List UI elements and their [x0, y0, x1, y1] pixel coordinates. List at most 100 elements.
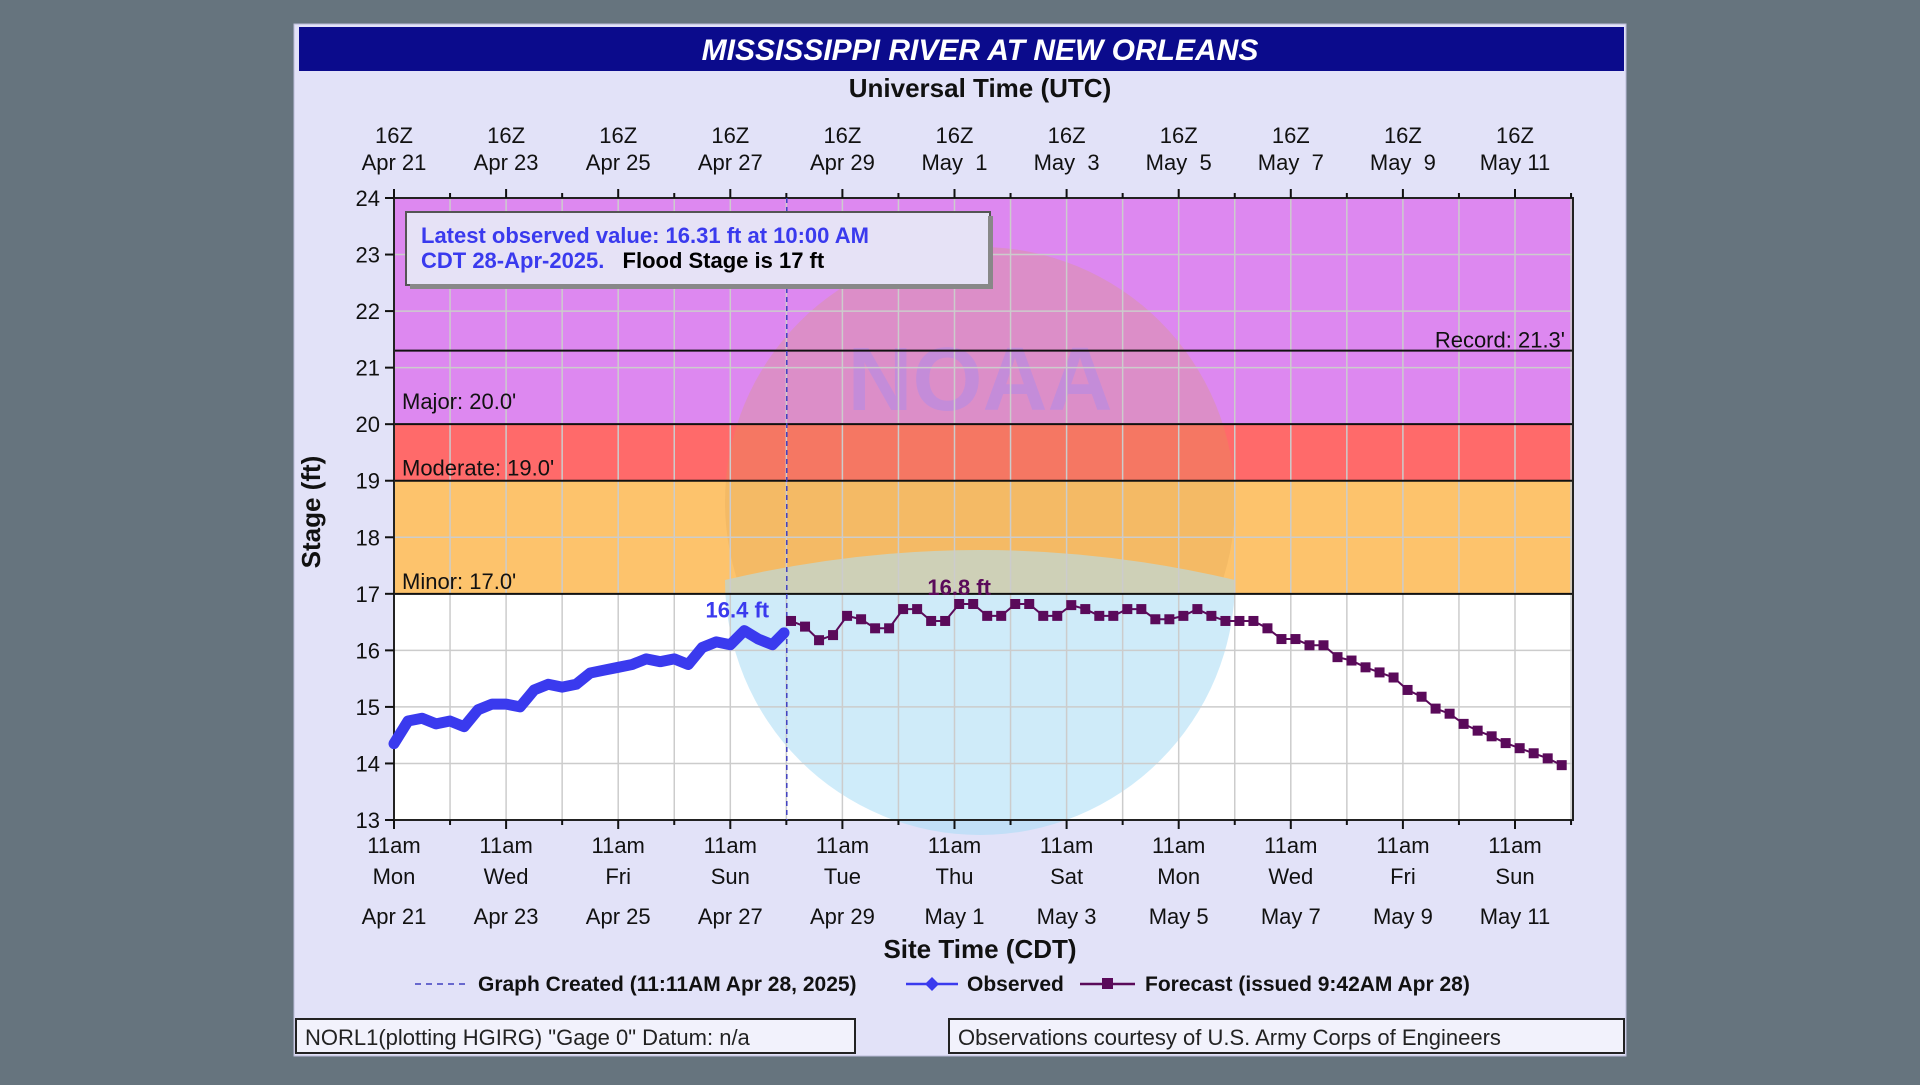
y-tick-label: 22: [356, 299, 380, 324]
x-tick-date: May 5: [1149, 904, 1209, 929]
forecast-point: [1066, 600, 1077, 611]
forecast-point: [898, 604, 909, 615]
top-tick-date: May 11: [1480, 150, 1551, 175]
forecast-point: [1332, 652, 1343, 663]
forecast-point: [1178, 610, 1189, 621]
series: [388, 598, 1567, 771]
forecast-point: [1514, 743, 1525, 754]
x-tick-day: Tue: [824, 864, 861, 889]
legend-created-label: Graph Created (11:11AM Apr 28, 2025): [478, 973, 857, 996]
top-tick-date: Apr 29: [810, 150, 875, 175]
x-tick-time: 11am: [928, 833, 981, 858]
top-tick-time: 16Z: [1048, 123, 1086, 148]
top-tick-time: 16Z: [375, 123, 413, 148]
peak-label: 16.8 ft: [927, 575, 991, 600]
observed-point: [459, 721, 470, 732]
x-tick-date: Apr 29: [810, 904, 875, 929]
forecast-point: [814, 635, 825, 646]
x-tick-day: Fri: [1390, 864, 1416, 889]
forecast-point: [940, 615, 951, 626]
top-tick-time: 16Z: [1160, 123, 1198, 148]
observed-point: [753, 634, 764, 645]
forecast-point: [1108, 610, 1119, 621]
moderate-band: [394, 424, 1573, 481]
top-tick-time: 16Z: [487, 123, 525, 148]
noaa-watermark: NOAA: [725, 247, 1235, 835]
flood-stage-text: Flood Stage is 17 ft: [623, 248, 825, 273]
forecast-point: [1486, 731, 1497, 742]
x-tick-day: Sat: [1050, 864, 1083, 889]
footer-left: NORL1(plotting HGIRG) "Gage 0" Datum: n/…: [295, 1018, 856, 1054]
x-tick-date: May 11: [1480, 904, 1551, 929]
y-tick-label: 17: [356, 582, 380, 607]
y-tick-label: 18: [356, 525, 380, 550]
x-tick-time: 11am: [1152, 833, 1205, 858]
x-tick-day: Fri: [605, 864, 631, 889]
top-tick-date: May 9: [1370, 150, 1436, 175]
forecast-point: [828, 630, 839, 641]
observed-point: [389, 738, 399, 749]
top-tick-time: 16Z: [711, 123, 749, 148]
legend-observed-marker: [925, 977, 939, 991]
forecast-point: [1150, 614, 1161, 625]
forecast-point: [870, 623, 881, 634]
x-tick-date: Apr 21: [362, 904, 427, 929]
forecast-point: [1192, 604, 1203, 615]
latest-observed-line1: Latest observed value: 16.31 ft at 10:00…: [421, 223, 869, 248]
legend-forecast-label: Forecast (issued 9:42AM Apr 28): [1145, 973, 1470, 996]
footer-right-text: Observations courtesy of U.S. Army Corps…: [958, 1025, 1501, 1050]
legend: Graph Created (11:11AM Apr 28, 2025) Obs…: [415, 973, 1470, 996]
footer-left-text: NORL1(plotting HGIRG) "Gage 0" Datum: n/…: [305, 1025, 751, 1050]
y-tick-label: 24: [356, 186, 380, 211]
top-tick-date: May 1: [921, 150, 987, 175]
forecast-point: [968, 598, 979, 609]
forecast-point: [912, 604, 923, 615]
flood-category-lines: Record: 21.3' Major: 20.0' Moderate: 19.0'…: [394, 328, 1573, 595]
forecast-point: [842, 610, 853, 621]
observed-point: [683, 659, 694, 670]
top-tick-date: Apr 21: [362, 150, 427, 175]
forecast-point: [1080, 604, 1091, 615]
noaa-logo-text: NOAA: [848, 330, 1113, 430]
forecast-point: [1024, 598, 1035, 609]
observed-point: [697, 642, 708, 653]
forecast-point: [1248, 615, 1259, 626]
forecast-point: [1136, 604, 1147, 615]
observed-point: [543, 679, 554, 690]
x-tick-date: May 3: [1037, 904, 1097, 929]
forecast-point: [1318, 640, 1329, 651]
observed-point: [529, 684, 540, 695]
forecast-point: [1388, 672, 1399, 683]
observed-point: [739, 625, 750, 636]
footer-right: Observations courtesy of U.S. Army Corps…: [948, 1018, 1625, 1054]
observed-point: [725, 639, 736, 650]
forecast-point: [926, 615, 937, 626]
forecast-point: [1458, 718, 1469, 729]
y-tick-label: 21: [356, 356, 380, 381]
x-tick-time: 11am: [816, 833, 869, 858]
legend-forecast-marker: [1102, 978, 1113, 989]
y-tick-label: 20: [356, 412, 380, 437]
forecast-point: [1500, 738, 1511, 749]
top-axis-title: Universal Time (UTC): [849, 73, 1111, 103]
forecast-point: [856, 614, 867, 625]
observed-point: [473, 704, 484, 715]
x-tick-date: May 9: [1373, 904, 1433, 929]
x-tick-time: 11am: [367, 833, 420, 858]
y-tick-label: 13: [356, 808, 380, 833]
x-tick-date: Apr 25: [586, 904, 651, 929]
top-tick-date: May 7: [1258, 150, 1324, 175]
x-tick-day: Wed: [1268, 864, 1313, 889]
forecast-point: [1430, 703, 1441, 714]
y-tick-label: 15: [356, 695, 380, 720]
top-tick-date: May 3: [1034, 150, 1100, 175]
forecast-point: [1444, 708, 1455, 719]
latest-observed-line2: CDT 28-Apr-2025.: [421, 248, 604, 273]
forecast-point: [884, 623, 895, 634]
x-tick-day: Mon: [1157, 864, 1200, 889]
observed-point: [613, 662, 624, 673]
x-tick-time: 11am: [1040, 833, 1093, 858]
top-tick-date: May 5: [1146, 150, 1212, 175]
